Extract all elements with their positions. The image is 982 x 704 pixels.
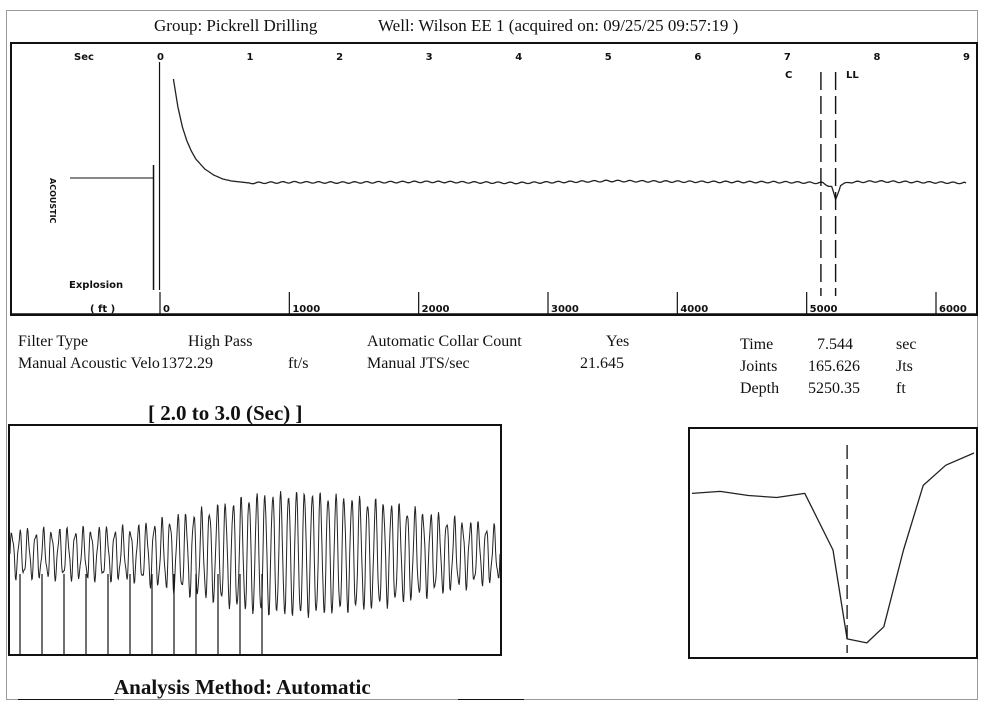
ft-tick-label: 6000 <box>939 304 967 315</box>
zoom-window-title: [ 2.0 to 3.0 (Sec) ] <box>148 401 303 425</box>
ft-tick-label: 0 <box>163 304 170 315</box>
ft-tick-label: 2000 <box>421 304 450 315</box>
joints-value: 165.626 <box>808 358 860 375</box>
filter-type-label: Filter Type <box>18 333 89 350</box>
jts-value: 21.645 <box>580 355 624 372</box>
velocity-label: Manual Acoustic Velo <box>18 355 160 372</box>
well-title: Well: Wilson EE 1 (acquired on: 09/25/25… <box>378 16 739 35</box>
ft-tick-label: 4000 <box>680 304 709 315</box>
sec-axis-label: Sec <box>74 52 94 63</box>
analysis-method: Analysis Method: Automatic <box>114 675 371 699</box>
time-value: 7.544 <box>817 336 853 353</box>
zoom-window-frame <box>8 424 502 656</box>
zoom-waveform <box>9 491 501 618</box>
acoustic-chart-frame <box>10 42 978 316</box>
ft-tick-label: 5000 <box>809 304 838 315</box>
sec-tick-label: 2 <box>336 52 344 63</box>
sec-tick-label: 9 <box>963 52 970 63</box>
sec-tick-label: 5 <box>604 52 612 63</box>
liquid-level-detail-plot <box>691 445 975 653</box>
collar-marker-label: C <box>785 70 793 81</box>
sec-tick-label: 0 <box>157 52 164 63</box>
ft-tick-label: 3000 <box>551 304 579 315</box>
jts-label: Manual JTS/sec <box>367 355 470 372</box>
depth-value: 5250.35 <box>808 380 860 397</box>
sec-tick-label: 3 <box>425 52 433 63</box>
sec-tick-label: 7 <box>783 52 791 63</box>
acoustic-trace-plot <box>10 62 978 315</box>
liquid-level-detail-frame <box>688 427 978 659</box>
analysis-rule-left <box>18 699 114 700</box>
ft-tick-label: 1000 <box>292 304 321 315</box>
zoom-waveform-plot <box>9 491 501 654</box>
velocity-value: 1372.29 <box>161 355 213 372</box>
group-title: Group: Pickrell Drilling <box>154 16 318 35</box>
collar-count-label: Automatic Collar Count <box>367 333 522 350</box>
collar-count-value: Yes <box>606 333 630 350</box>
depth-unit: ft <box>896 380 906 397</box>
sec-tick-label: 6 <box>694 52 702 63</box>
explosion-label: Explosion <box>69 280 124 291</box>
joints-unit: Jts <box>896 358 913 375</box>
velocity-unit: ft/s <box>288 355 309 372</box>
analysis-rule-right <box>458 699 524 700</box>
ft-axis-label: ( ft ) <box>90 304 116 315</box>
liquid-level-trace <box>691 452 975 644</box>
acoustic-trace <box>172 78 967 202</box>
time-unit: sec <box>896 336 917 353</box>
sec-tick-label: 8 <box>873 52 881 63</box>
depth-label: Depth <box>740 380 780 397</box>
sec-tick-label: 1 <box>246 52 254 63</box>
liquid-level-marker-label: LL <box>846 70 859 81</box>
time-label: Time <box>740 336 774 353</box>
filter-type-value: High Pass <box>188 333 253 350</box>
sec-tick-label: 4 <box>515 52 523 63</box>
joints-label: Joints <box>740 358 778 375</box>
